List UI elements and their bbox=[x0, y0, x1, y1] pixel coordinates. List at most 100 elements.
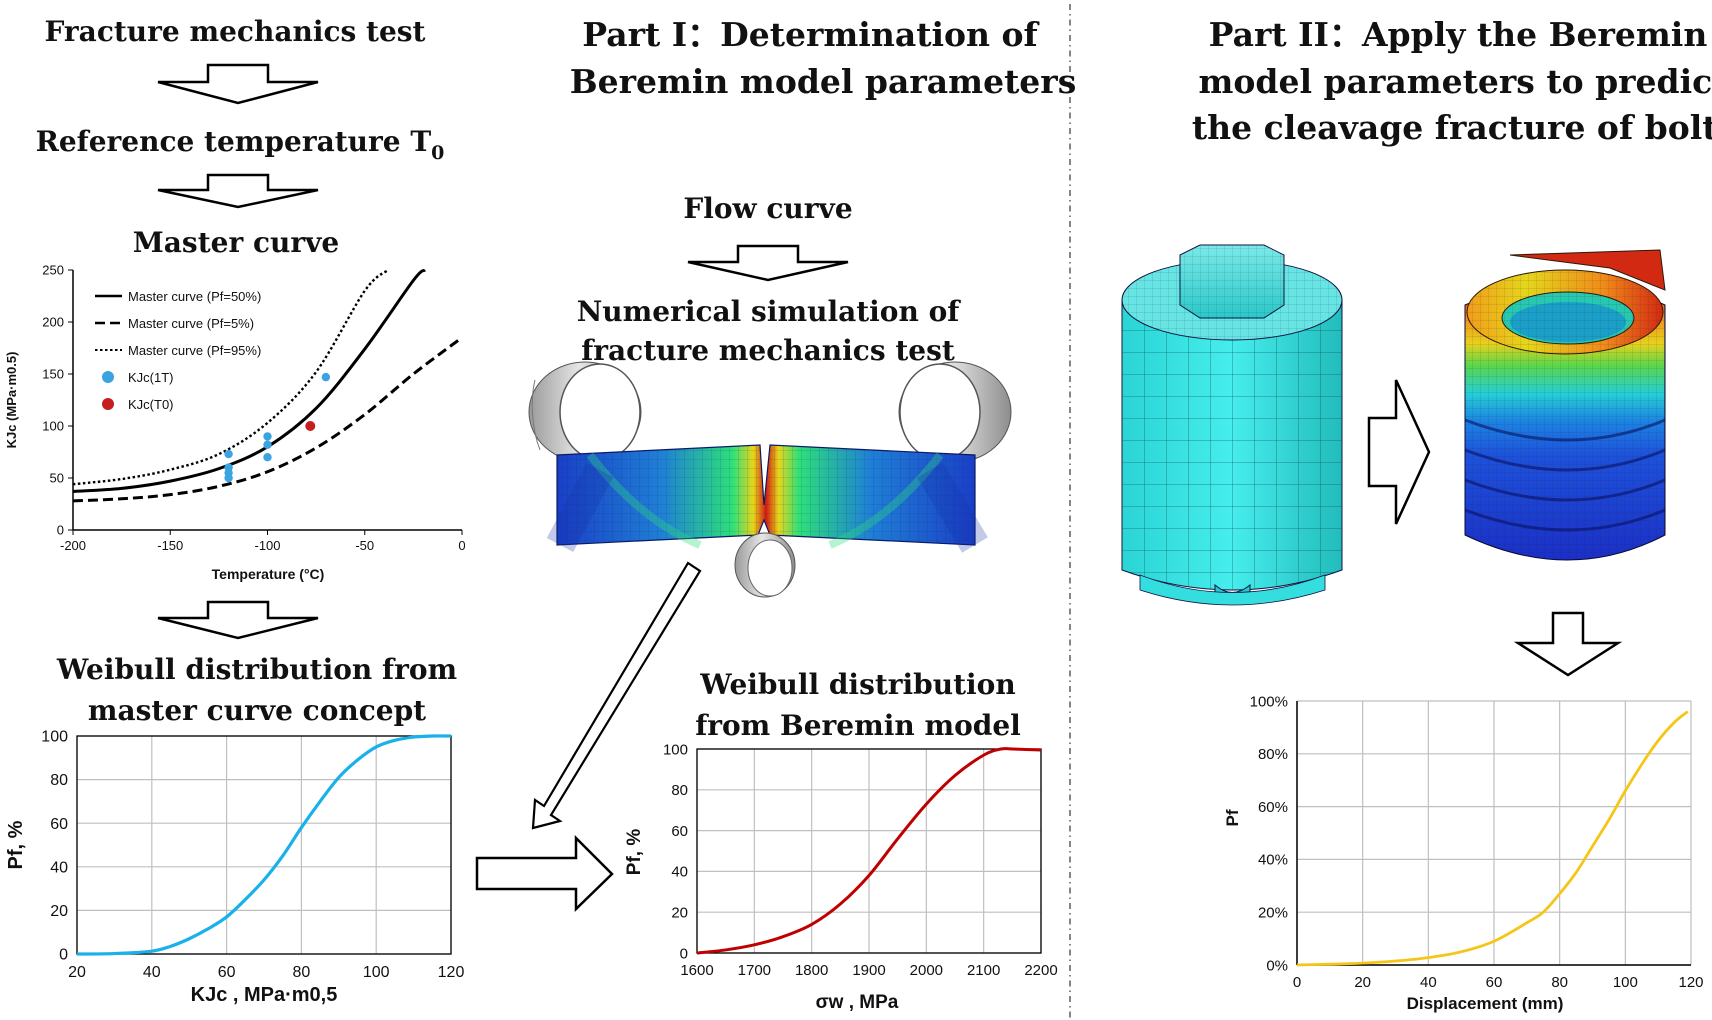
x-axis-label: σw , MPa bbox=[816, 992, 899, 1013]
y-tick-label: 40% bbox=[1258, 852, 1288, 869]
left-step4-line2: master curve concept bbox=[88, 694, 426, 727]
x-axis-label: Temperature (°C) bbox=[212, 566, 325, 582]
down-arrow-3-icon bbox=[157, 600, 319, 640]
bolt-mesh-image bbox=[1121, 244, 1343, 606]
x-tick-label: 2100 bbox=[967, 962, 1000, 979]
part2-title-line1: Part II：Apply the Beremin bbox=[1209, 15, 1708, 54]
x-tick-label: 100 bbox=[1613, 974, 1638, 991]
kjc-1t-point bbox=[224, 473, 233, 483]
part2-header: Part II：Apply the Beremin model paramete… bbox=[1192, 15, 1712, 147]
bolt-stress-image bbox=[1464, 249, 1666, 561]
legend-label-4: KJc(T0) bbox=[128, 397, 174, 412]
x-tick-label: 1800 bbox=[795, 962, 828, 979]
y-tick-label: 20 bbox=[671, 904, 688, 921]
x-tick-label: 1900 bbox=[852, 962, 885, 979]
y-tick-label: 250 bbox=[42, 263, 64, 278]
x-axis-label: Displacement (mm) bbox=[1407, 994, 1564, 1013]
y-tick-label: 40 bbox=[50, 859, 68, 876]
x-tick-label: 2200 bbox=[1024, 962, 1057, 979]
down-arrow-1-icon bbox=[157, 63, 319, 105]
y-axis-label: Pf bbox=[1223, 809, 1242, 826]
master-curve-line-2 bbox=[72, 269, 389, 486]
master-curve-chart: -200 -150 -100 -50 0 0 50 100 150 200 250 Master cu… bbox=[4, 263, 466, 582]
y-tick-label: 0 bbox=[57, 523, 64, 538]
part1-title-line1: Part I：Determination of bbox=[582, 15, 1039, 54]
x-tick-label: 120 bbox=[1678, 974, 1703, 991]
bolt-fracture-line bbox=[1296, 710, 1689, 967]
x-tick-label: 80 bbox=[293, 964, 311, 981]
x-tick-label: 0 bbox=[458, 538, 465, 553]
y-tick-label: 60 bbox=[671, 823, 688, 840]
y-tick-label: 40 bbox=[671, 864, 688, 881]
x-tick-label: -100 bbox=[254, 538, 280, 553]
mid-step2-line1: Numerical simulation of bbox=[577, 295, 962, 328]
legend-marker-t0 bbox=[102, 398, 114, 410]
plot-frame bbox=[76, 735, 452, 955]
x-tick-label: 2000 bbox=[910, 962, 943, 979]
x-tick-label: 1700 bbox=[738, 962, 771, 979]
y-tick-label: 0 bbox=[59, 947, 68, 964]
y-tick-label: 0 bbox=[680, 945, 688, 962]
y-tick-label: 20 bbox=[50, 903, 68, 920]
y-tick-label: 60 bbox=[50, 816, 68, 833]
mid-step1-text: Flow curve bbox=[683, 192, 852, 225]
part1-title-line2: Beremin model parameters bbox=[570, 62, 1077, 101]
x-tick-label: 100 bbox=[363, 964, 390, 981]
y-tick-label: 100 bbox=[663, 741, 688, 758]
left-step4-line1: Weibull distribution from bbox=[56, 653, 457, 686]
kjc-1t-point bbox=[321, 372, 331, 382]
down-arrow-5-icon bbox=[1513, 611, 1623, 677]
x-tick-label: 40 bbox=[143, 964, 161, 981]
bolt-fracture-chart: 0 20 40 60 80 100 120 0% 20% 40% 60% 80% 100% Displac… bbox=[1223, 693, 1704, 1013]
plot-frame bbox=[696, 748, 1042, 954]
mid-step2-line2: fracture mechanics test bbox=[581, 334, 955, 367]
kjc-1t-point bbox=[224, 449, 233, 459]
legend-label-1: Master curve (Pf=5%) bbox=[128, 316, 254, 331]
legend-label-3: KJc(1T) bbox=[128, 370, 174, 385]
mid-step3-line2: from Beremin model bbox=[695, 709, 1021, 742]
y-tick-label: 150 bbox=[42, 367, 64, 382]
y-tick-label: 100 bbox=[41, 729, 68, 746]
left-flow: Fracture mechanics test Reference temper… bbox=[36, 15, 458, 727]
x-axis-label: KJc , MPa·m0,5 bbox=[191, 984, 338, 1006]
y-tick-label: 200 bbox=[42, 315, 64, 330]
x-tick-label: 80 bbox=[1551, 974, 1568, 991]
x-tick-label: 60 bbox=[218, 964, 236, 981]
legend-label-2: Master curve (Pf=95%) bbox=[128, 343, 261, 358]
weibull-master-line bbox=[76, 734, 452, 956]
y-tick-label: 80 bbox=[50, 772, 68, 789]
x-tick-label: 40 bbox=[1420, 974, 1437, 991]
fracture-simulation-image bbox=[528, 361, 1012, 598]
y-tick-label: 100 bbox=[42, 419, 64, 434]
left-step1-text: Fracture mechanics test bbox=[45, 15, 426, 48]
kjc-1t-point bbox=[263, 453, 272, 462]
right-arrow-1-icon bbox=[475, 834, 614, 912]
kjc-t0-point bbox=[305, 421, 316, 431]
down-arrow-2-icon bbox=[157, 173, 319, 209]
y-tick-label: 100% bbox=[1250, 693, 1288, 710]
x-tick-label: 20 bbox=[68, 964, 86, 981]
part2-title-line2: model parameters to predict bbox=[1199, 62, 1712, 101]
master-curve-line-1 bbox=[72, 336, 463, 503]
y-tick-label: 0% bbox=[1266, 957, 1288, 974]
x-tick-label: -50 bbox=[355, 538, 374, 553]
kjc-1t-point bbox=[263, 440, 272, 449]
part2-title-line3: the cleavage fracture of bolts bbox=[1192, 108, 1712, 147]
y-axis-label: Pf, % bbox=[624, 829, 645, 876]
x-tick-label: -150 bbox=[157, 538, 183, 553]
mid-step3-line1: Weibull distribution bbox=[699, 668, 1015, 701]
x-tick-label: 0 bbox=[1293, 974, 1301, 991]
x-tick-label: 60 bbox=[1486, 974, 1503, 991]
x-tick-label: 120 bbox=[438, 964, 465, 981]
x-tick-label: 1600 bbox=[680, 962, 713, 979]
y-tick-label: 80% bbox=[1258, 746, 1288, 763]
middle-flow: Flow curve Numerical simulation of fract… bbox=[577, 192, 962, 367]
diagonal-arrow-icon bbox=[531, 561, 702, 830]
part1-header: Part I：Determination of Beremin model pa… bbox=[570, 15, 1077, 101]
y-tick-label: 50 bbox=[50, 471, 64, 486]
kjc-1t-point bbox=[263, 432, 272, 441]
y-axis-label: KJc (MPa·m0.5) bbox=[4, 352, 19, 449]
middle-flow-weibull: Weibull distribution from Beremin model bbox=[695, 668, 1021, 742]
legend-marker-1t bbox=[102, 371, 114, 383]
